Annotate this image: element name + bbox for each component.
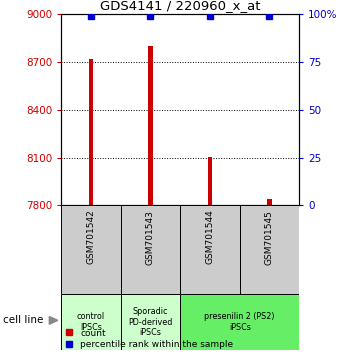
- Text: Sporadic
PD-derived
iPSCs: Sporadic PD-derived iPSCs: [128, 307, 173, 337]
- Bar: [240, 205, 299, 294]
- Bar: [61, 205, 121, 294]
- Bar: [89, 59, 93, 205]
- Text: GSM701544: GSM701544: [205, 210, 215, 264]
- Text: GSM701543: GSM701543: [146, 210, 155, 265]
- Bar: [121, 294, 180, 350]
- Text: GSM701545: GSM701545: [265, 210, 274, 265]
- Bar: [61, 294, 121, 350]
- Bar: [208, 157, 212, 205]
- Title: GDS4141 / 220960_x_at: GDS4141 / 220960_x_at: [100, 0, 260, 12]
- Bar: [267, 199, 272, 205]
- Bar: [180, 294, 299, 350]
- Bar: [148, 46, 153, 205]
- Bar: [180, 205, 240, 294]
- Text: control
IPSCs: control IPSCs: [77, 313, 105, 332]
- Text: presenilin 2 (PS2)
iPSCs: presenilin 2 (PS2) iPSCs: [204, 313, 275, 332]
- Text: GSM701542: GSM701542: [86, 210, 96, 264]
- Bar: [121, 205, 180, 294]
- Text: cell line: cell line: [3, 315, 44, 325]
- Legend: count, percentile rank within the sample: count, percentile rank within the sample: [66, 329, 233, 349]
